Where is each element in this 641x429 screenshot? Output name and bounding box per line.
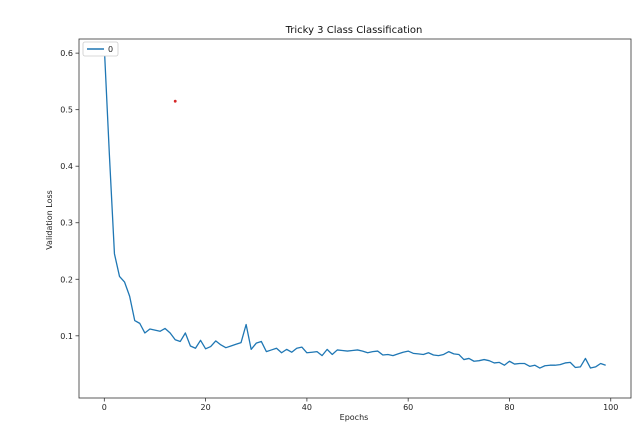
x-tick-label: 0 [102,403,107,412]
chart-title: Tricky 3 Class Classification [285,25,423,36]
x-axis-label: Epochs [340,413,369,422]
y-axis-label: Validation Loss [45,190,54,250]
y-axis: 0.1 0.2 0.3 0.4 0.5 0.6 [60,49,79,341]
series-layer [103,47,606,369]
y-tick-label: 0.2 [60,275,73,284]
y-tick-label: 0.3 [60,219,73,228]
scatter-point [173,99,177,103]
y-tick-label: 0.4 [60,162,73,171]
x-tick-label: 80 [504,403,514,412]
y-tick-label: 0.5 [60,106,73,115]
x-tick-label: 20 [201,403,211,412]
plot-area [78,38,632,399]
x-tick-label: 40 [302,403,312,412]
x-tick-label: 60 [403,403,413,412]
x-axis: 0 20 40 60 80 100 [102,398,618,412]
legend-label: 0 [108,45,113,54]
series-line-0 [103,47,606,369]
legend: 0 [82,41,119,57]
x-tick-label: 100 [603,403,618,412]
y-tick-label: 0.1 [60,332,73,341]
y-tick-label: 0.6 [60,49,73,58]
